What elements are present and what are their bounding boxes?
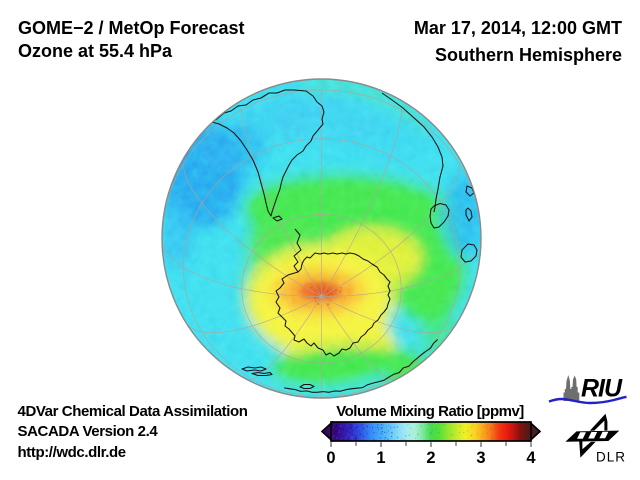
svg-text:3: 3 [476, 449, 485, 467]
svg-text:2: 2 [426, 449, 435, 467]
svg-text:0: 0 [326, 449, 335, 467]
svg-text:DLR: DLR [596, 450, 626, 465]
svg-text:Volume Mixing Ratio [ppmv]: Volume Mixing Ratio [ppmv] [336, 403, 524, 420]
svg-text:4: 4 [526, 449, 536, 467]
svg-text:1: 1 [376, 449, 385, 467]
